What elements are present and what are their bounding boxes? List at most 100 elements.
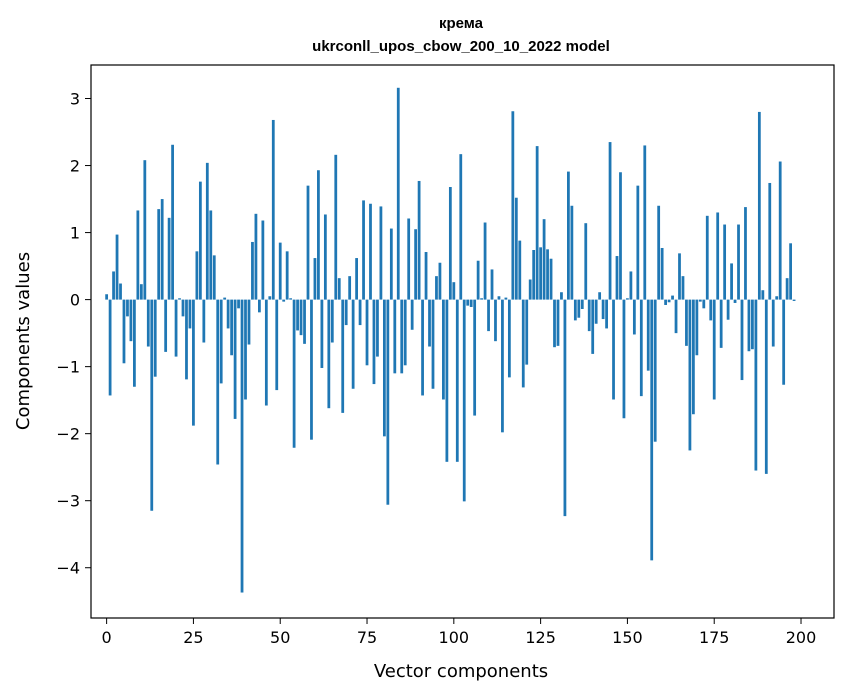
bar-124 [535, 146, 539, 300]
bar-186 [751, 299, 754, 350]
bar-82 [389, 228, 393, 300]
bar-73 [358, 299, 362, 326]
y-tick-label: 1 [70, 224, 80, 243]
bar-55 [296, 299, 299, 331]
bar-12 [146, 299, 150, 347]
bar-179 [726, 299, 730, 320]
bar-14 [153, 299, 157, 377]
bar-16 [160, 199, 164, 300]
bar-13 [150, 299, 154, 511]
bar-192 [771, 299, 775, 347]
bar-1 [108, 299, 112, 396]
bar-109 [483, 222, 487, 300]
bar-61 [317, 170, 320, 300]
bar-34 [223, 297, 227, 300]
bar-110 [487, 299, 490, 332]
bar-184 [744, 207, 747, 300]
bar-32 [216, 299, 220, 465]
bar-21 [178, 298, 181, 300]
bar-47 [268, 296, 272, 300]
bar-197 [789, 243, 792, 300]
bar-81 [386, 299, 390, 505]
bar-99 [448, 187, 452, 300]
bar-113 [497, 296, 501, 300]
bar-5 [122, 299, 126, 364]
bar-22 [181, 299, 185, 317]
bar-77 [372, 299, 376, 385]
bar-76 [369, 203, 372, 300]
bar-94 [431, 299, 435, 389]
bar-194 [778, 161, 782, 300]
bar-75 [365, 299, 369, 366]
bar-79 [379, 206, 383, 300]
bar-6 [126, 299, 129, 317]
bar-134 [570, 205, 574, 300]
bar-18 [167, 217, 171, 300]
y-tick-label: −4 [56, 559, 80, 578]
bar-44 [258, 299, 261, 313]
x-tick-label: 100 [439, 628, 470, 647]
bar-29 [205, 162, 209, 300]
bar-165 [678, 253, 681, 300]
x-axis-label: Vector components [374, 661, 548, 682]
bar-167 [685, 299, 688, 346]
bar-83 [393, 299, 397, 374]
bar-143 [601, 299, 605, 320]
bar-180 [730, 263, 733, 300]
bar-166 [681, 276, 685, 300]
bar-163 [671, 295, 674, 300]
x-tick-label: 50 [270, 628, 290, 647]
bar-93 [428, 299, 431, 347]
bar-78 [376, 299, 379, 357]
bar-108 [480, 298, 483, 300]
bar-123 [532, 250, 536, 300]
bar-42 [251, 241, 254, 300]
bar-37 [233, 299, 237, 419]
bar-89 [414, 229, 418, 300]
bar-153 [636, 185, 640, 300]
bar-54 [292, 299, 296, 448]
bar-115 [504, 297, 508, 300]
bar-164 [674, 299, 678, 334]
bar-116 [507, 299, 511, 378]
bar-19 [171, 144, 174, 300]
bar-118 [514, 197, 518, 300]
bar-30 [209, 210, 213, 300]
bar-193 [775, 296, 779, 300]
y-axis-label: Components values [13, 252, 34, 430]
x-tick-label: 200 [786, 628, 817, 647]
bar-151 [629, 271, 633, 300]
bar-125 [539, 247, 543, 300]
y-tick-label: 3 [70, 90, 80, 109]
bar-157 [650, 299, 654, 561]
bar-181 [733, 299, 737, 303]
bar-177 [719, 299, 723, 348]
bar-31 [212, 255, 216, 300]
bar-185 [747, 299, 751, 352]
bar-159 [657, 205, 661, 300]
bar-106 [473, 299, 477, 416]
bar-117 [511, 111, 515, 300]
bar-36 [230, 299, 234, 356]
bar-48 [271, 119, 275, 300]
bar-189 [761, 290, 765, 300]
x-tick-label: 0 [102, 628, 112, 647]
bar-190 [764, 299, 768, 474]
bar-25 [192, 299, 195, 426]
y-tick-label: −3 [56, 492, 80, 511]
bar-122 [528, 279, 532, 300]
bar-126 [542, 219, 546, 300]
bar-40 [244, 299, 247, 400]
bar-46 [264, 299, 268, 406]
bar-68 [341, 299, 345, 413]
bar-100 [452, 282, 456, 300]
bar-11 [143, 160, 147, 300]
bar-170 [695, 299, 699, 356]
bar-140 [591, 299, 595, 354]
bar-0 [105, 294, 109, 300]
bar-175 [712, 299, 716, 400]
x-axis: 0 25 50 75 100 125 150 175 200 [102, 618, 817, 647]
bar-161 [664, 299, 667, 305]
bar-103 [462, 299, 466, 502]
